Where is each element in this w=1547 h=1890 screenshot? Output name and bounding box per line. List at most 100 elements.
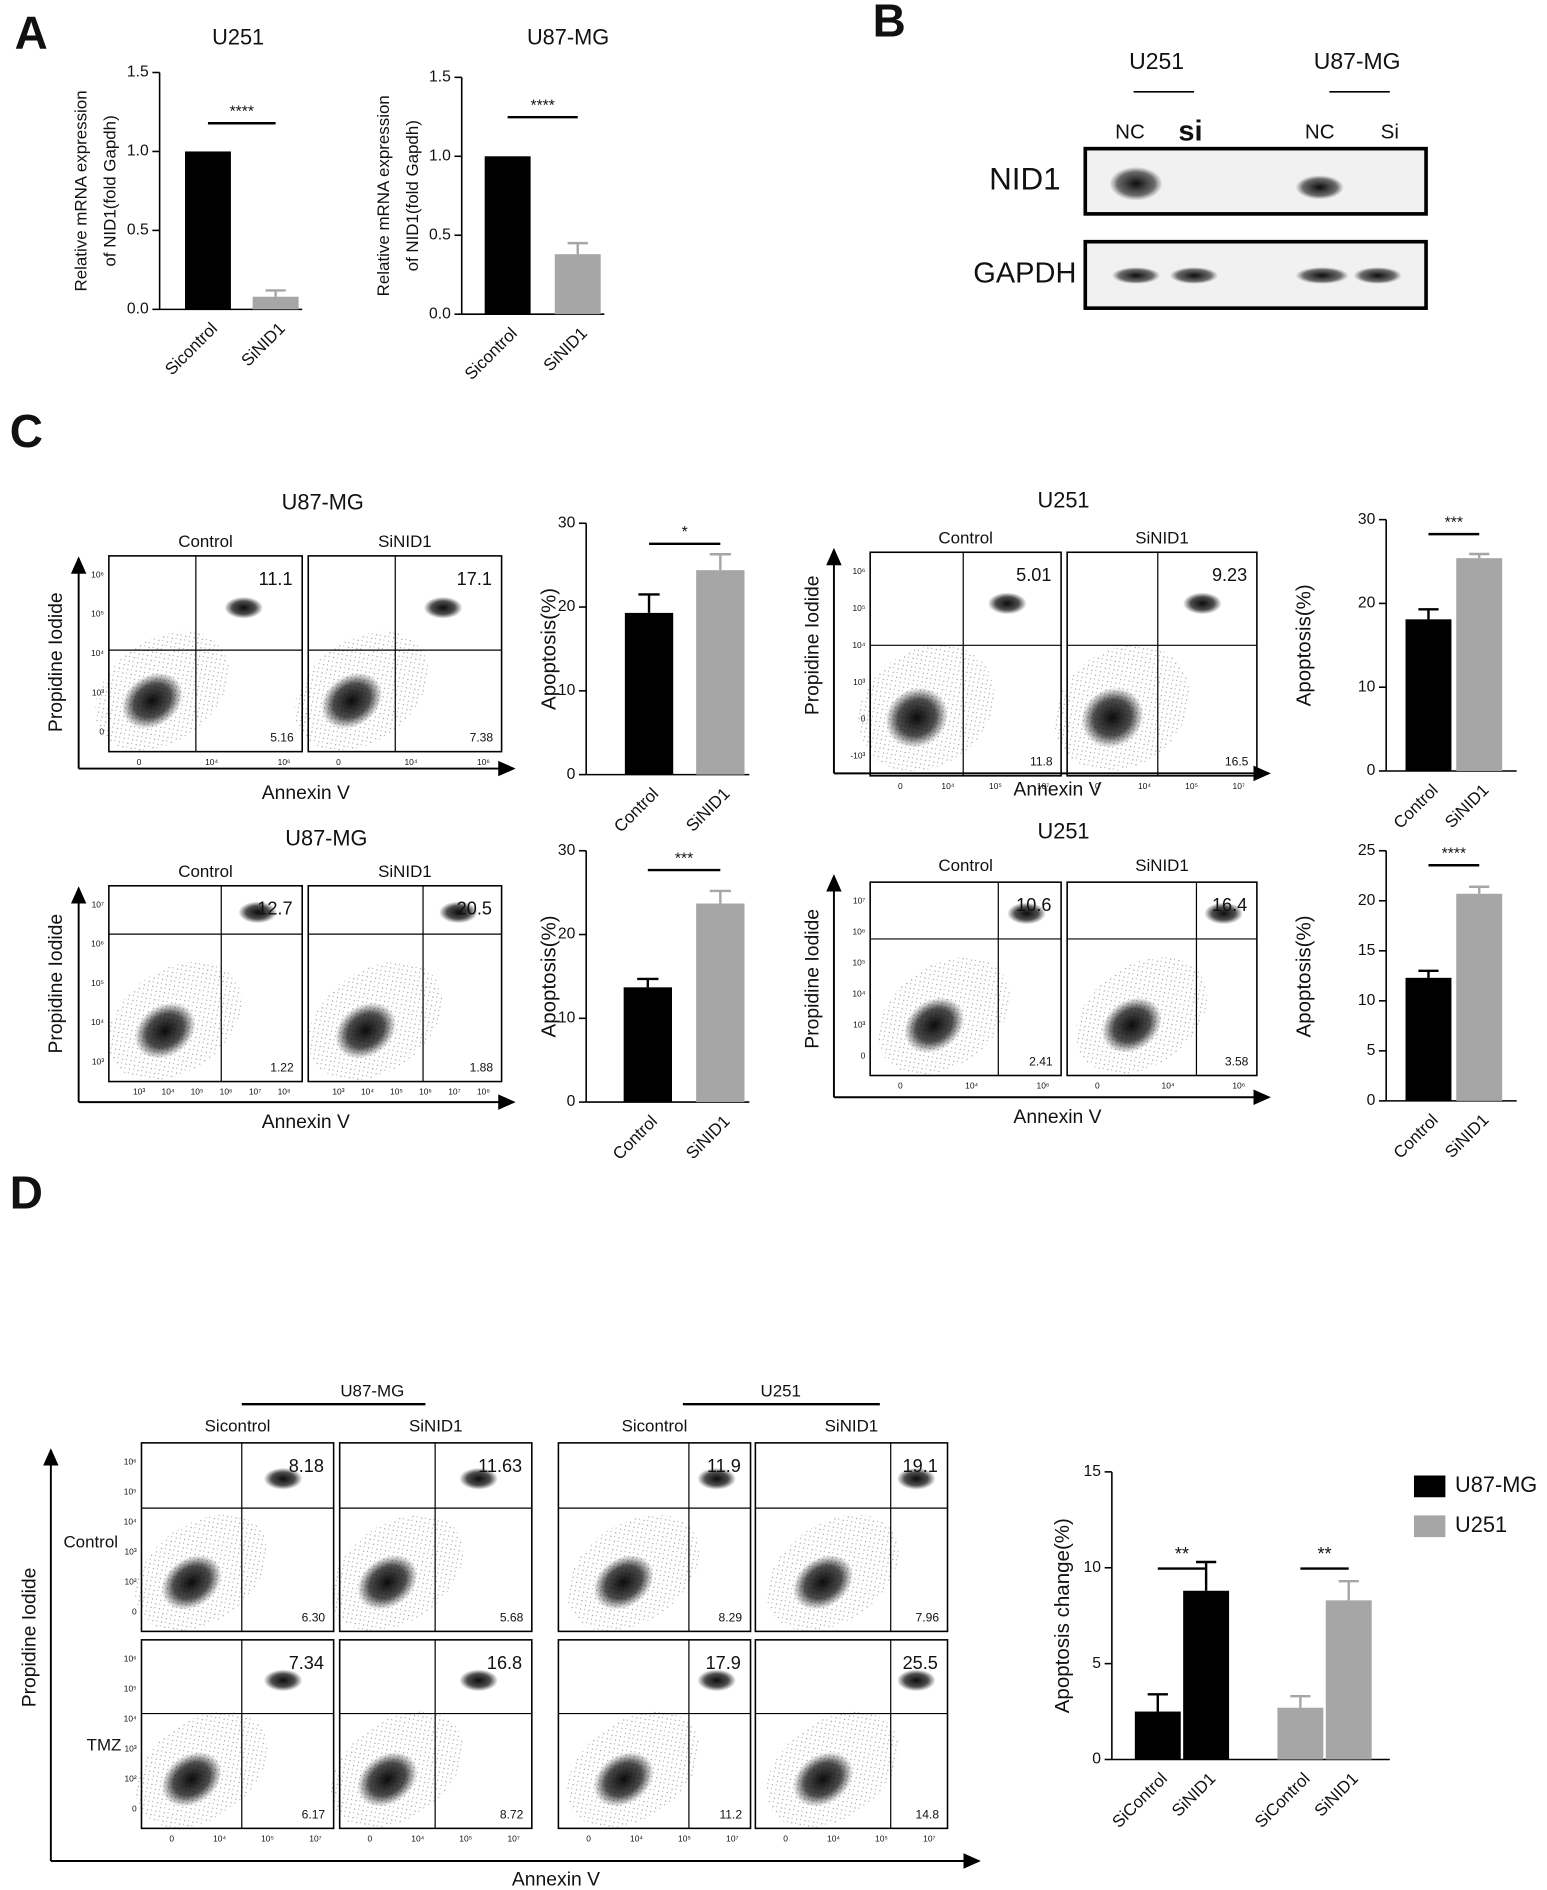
x-tick-label: 10⁴ xyxy=(162,1087,175,1097)
quadrant-value: 1.22 xyxy=(270,1060,294,1074)
x-tick-label: 10⁴ xyxy=(205,757,218,767)
cell-population xyxy=(885,687,949,748)
x-axis-label: Annexin V xyxy=(1013,779,1101,800)
y-axis-label: Apoptosis change(%) xyxy=(1051,1518,1074,1713)
legend-label: U87-MG xyxy=(1455,1472,1537,1497)
error-bar xyxy=(1290,1695,1311,1708)
y-tick-label: 10⁴ xyxy=(91,1017,104,1027)
quadrant-value: 14.8 xyxy=(916,1807,940,1821)
y-tick-label: 10³ xyxy=(124,1546,136,1556)
y-tick-label: 10⁶ xyxy=(124,1653,137,1663)
bar xyxy=(1456,558,1503,771)
x-tick-label: SiNID1 xyxy=(682,784,733,835)
x-tick-label: SiNID1 xyxy=(1441,1110,1492,1161)
cell-line: U251 xyxy=(1129,48,1184,74)
x-axis-label: Annexin V xyxy=(262,1112,350,1133)
bar xyxy=(1405,619,1452,771)
legend-swatch xyxy=(1413,1515,1446,1538)
row-label: Control xyxy=(63,1533,118,1552)
cell-population xyxy=(121,672,183,729)
lane-label: NC xyxy=(1305,120,1335,143)
cell-population xyxy=(896,1669,936,1692)
significance: **** xyxy=(230,104,254,121)
x-tick-label: 10⁴ xyxy=(965,1081,978,1091)
y-tick-label: 10⁵ xyxy=(91,609,104,619)
bar xyxy=(696,570,745,775)
x-tick-label: 0 xyxy=(368,1833,373,1843)
cell-population xyxy=(459,1467,498,1490)
x-tick-label: 10⁷ xyxy=(1233,781,1245,791)
quadrant-value: 8.18 xyxy=(289,1456,324,1476)
y-tick-label: 15 xyxy=(1084,1463,1102,1480)
x-tick-label: 0 xyxy=(1095,1081,1100,1091)
quadrant-value: 11.63 xyxy=(478,1456,522,1476)
y-tick-label: 0 xyxy=(861,714,866,724)
x-tick-label: 10⁵ xyxy=(875,1833,888,1843)
cell-population xyxy=(357,1554,418,1610)
y-axis-label: Apoptosis(%) xyxy=(537,588,560,710)
x-tick-label: SiControl xyxy=(1251,1769,1314,1832)
significance: **** xyxy=(530,97,554,114)
x-tick-label: 0 xyxy=(336,757,341,767)
y-axis-label: Apoptosis(%) xyxy=(537,915,560,1037)
x-tick-label: 0 xyxy=(137,757,142,767)
bar xyxy=(696,903,745,1103)
quadrant-value: 11.9 xyxy=(707,1456,741,1476)
row-label: TMZ xyxy=(87,1736,122,1755)
x-tick-label: SiNID1 xyxy=(238,319,289,370)
chart-title: U87-MG xyxy=(527,24,609,49)
cell-population xyxy=(357,1751,418,1807)
flow-title: U87-MG xyxy=(282,490,364,515)
quadrant-value: 5.01 xyxy=(1016,565,1051,585)
x-tick-label: 10⁸ xyxy=(278,1087,291,1097)
quadrant-value: 8.29 xyxy=(719,1610,743,1624)
cell-population xyxy=(697,1669,736,1692)
quadrant-value: 1.88 xyxy=(470,1060,494,1074)
x-tick-label: 10³ xyxy=(332,1087,344,1097)
cell-population xyxy=(263,1669,303,1692)
cell-population xyxy=(263,1467,303,1490)
y-tick-label: 10³ xyxy=(92,1056,104,1066)
x-tick-label: SiNID1 xyxy=(540,324,591,375)
cell-population xyxy=(593,1554,654,1610)
x-tick-label: 0 xyxy=(898,1081,903,1091)
column-label: Sicontrol xyxy=(205,1417,271,1436)
x-tick-label: 10⁸ xyxy=(477,1087,490,1097)
quadrant-value: 17.9 xyxy=(706,1653,741,1673)
cell-population xyxy=(1183,592,1222,615)
x-tick-label: 10⁷ xyxy=(923,1833,935,1843)
error-bar xyxy=(265,289,286,297)
y-tick-label: 10⁵ xyxy=(91,978,104,988)
x-tick-label: SiNID1 xyxy=(682,1112,733,1163)
quadrant-value: 10.6 xyxy=(1016,895,1051,915)
error-bar xyxy=(637,977,659,988)
lane-label: si xyxy=(1178,116,1202,148)
quadrant-value: 6.17 xyxy=(302,1807,326,1821)
quadrant-value: 16.4 xyxy=(1212,895,1247,915)
quadrant-value: 20.5 xyxy=(457,899,492,919)
y-tick-label: 10⁶ xyxy=(852,927,865,937)
y-tick-label: 0 xyxy=(1367,1092,1376,1109)
y-tick-label: 10 xyxy=(1358,678,1376,695)
error-bar xyxy=(1469,552,1490,559)
y-tick-label: 0 xyxy=(567,1093,576,1110)
x-tick-label: 10⁷ xyxy=(726,1833,738,1843)
x-axis-label: Annexin V xyxy=(512,1869,600,1890)
x-tick-label: 10⁶ xyxy=(477,757,490,767)
group-header: U87-MG xyxy=(340,1382,404,1401)
x-tick-label: Sicontrol xyxy=(461,324,521,384)
y-tick-label: 0.5 xyxy=(429,226,451,243)
error-bar xyxy=(1469,885,1490,894)
panel-label: B xyxy=(873,0,906,46)
error-bar xyxy=(567,241,588,255)
cell-population xyxy=(896,1467,936,1490)
column-label: SiNID1 xyxy=(409,1417,463,1436)
y-tick-label: 10⁶ xyxy=(124,1456,137,1466)
quadrant-value: 7.38 xyxy=(470,731,494,745)
error-bar xyxy=(1196,1560,1217,1591)
quadrant-value: 5.16 xyxy=(270,731,294,745)
cell-population xyxy=(439,901,478,924)
x-tick-label: 10⁴ xyxy=(827,1833,840,1843)
blot-band xyxy=(1169,267,1219,284)
